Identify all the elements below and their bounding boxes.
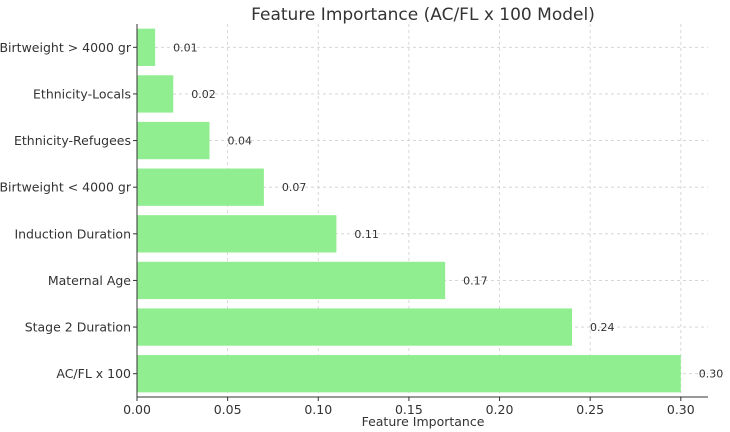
bar [137, 121, 210, 160]
x-tick-label: 0.10 [304, 402, 332, 417]
x-tick-label: 0.25 [576, 402, 604, 417]
y-tick-label: Ethnicity-Locals [33, 86, 131, 101]
data-label: 0.07 [282, 181, 307, 194]
data-label: 0.04 [228, 135, 253, 148]
data-label: 0.01 [173, 41, 198, 54]
bars [137, 28, 681, 393]
x-tick-label: 0.00 [123, 402, 151, 417]
chart-title: Feature Importance (AC/FL x 100 Model) [251, 5, 595, 25]
data-label: 0.02 [191, 88, 216, 101]
y-tick-label: Maternal Age [48, 273, 131, 288]
y-tick-label: Ethnicity-Refugees [14, 133, 131, 148]
data-label: 0.17 [463, 274, 488, 287]
x-tick-label: 0.30 [667, 402, 695, 417]
y-tick-label: Stage 2 Duration [25, 320, 131, 335]
x-axis-label: Feature Importance [362, 414, 485, 429]
bar [137, 215, 337, 253]
y-tick-label: Induction Duration [14, 226, 131, 241]
bar [137, 355, 681, 393]
y-tick-label: AC/FL x 100 [56, 366, 131, 381]
data-labels: 0.30 0.24 0.17 0.11 0.07 0.04 0.02 0.01 [173, 41, 723, 380]
y-tick-labels: AC/FL x 100 Stage 2 Duration Maternal Age I… [0, 40, 137, 381]
data-label: 0.11 [354, 228, 379, 241]
x-tick-label: 0.20 [486, 402, 514, 417]
x-ticks: 0.00 0.05 0.10 0.15 0.20 0.25 0.30 [123, 397, 695, 417]
y-tick-label: Birtweight < 4000 gr [0, 180, 132, 195]
bar [137, 75, 174, 113]
x-tick-label: 0.05 [214, 402, 242, 417]
data-label: 0.30 [699, 368, 724, 381]
bar [137, 28, 156, 66]
grid-lines [136, 24, 708, 397]
y-tick-label: Birtweight > 4000 gr [0, 40, 132, 55]
x-tick-label: 0.15 [395, 402, 423, 417]
data-label: 0.24 [590, 321, 615, 334]
bar [137, 168, 264, 206]
bar [137, 261, 446, 300]
bar [137, 308, 573, 346]
